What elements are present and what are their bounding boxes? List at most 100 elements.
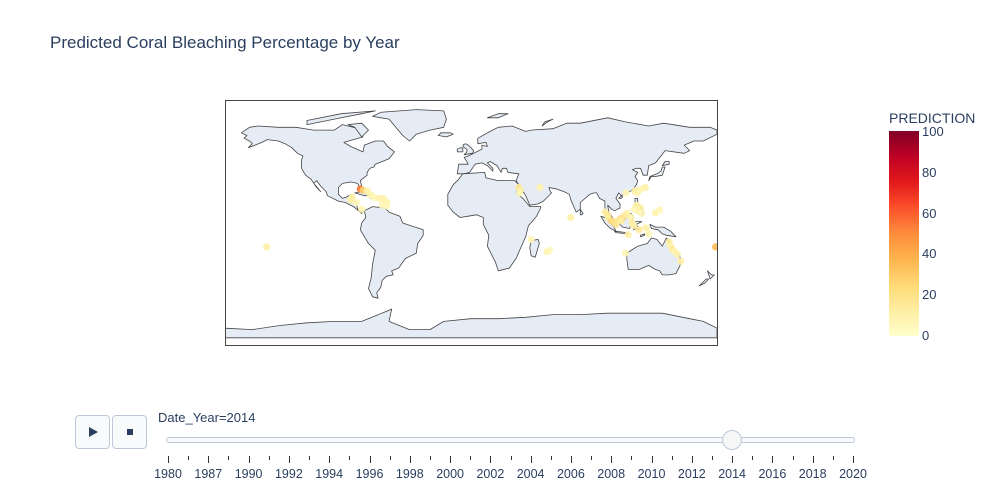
slider-minor-tick <box>792 456 794 460</box>
slider-tick-label[interactable]: 1994 <box>315 467 344 481</box>
slider-tick-label[interactable]: 2010 <box>637 467 666 481</box>
landmass-new-zealand-north <box>707 270 715 280</box>
play-icon <box>88 427 98 437</box>
bleaching-point[interactable] <box>627 213 635 222</box>
landmass-north-america <box>240 124 395 214</box>
bleaching-point[interactable] <box>630 222 638 230</box>
slider-tick-label[interactable]: 2006 <box>556 467 585 481</box>
bleaching-point[interactable] <box>527 235 535 243</box>
slider-tick-label[interactable]: 2020 <box>839 467 867 481</box>
bleaching-point[interactable] <box>567 213 575 222</box>
bleaching-point[interactable] <box>636 204 645 212</box>
slider-tick-label[interactable]: 2014 <box>718 467 746 481</box>
bleaching-point[interactable] <box>546 246 554 254</box>
landmass-novaya-zemlya <box>541 118 554 127</box>
points-layer <box>263 183 719 265</box>
landmass-arctic-islands <box>306 110 376 125</box>
slider-tick <box>732 456 734 463</box>
slider-tick-label[interactable]: 2016 <box>758 467 787 481</box>
colorbar-tick-label: 80 <box>922 165 937 180</box>
landmass-hokkaido <box>661 161 670 167</box>
slider-tick-label[interactable]: 1987 <box>194 467 223 481</box>
slider-tick <box>208 456 210 463</box>
slider-minor-tick <box>550 456 552 460</box>
landmass-antarctica <box>225 308 717 339</box>
bleaching-point[interactable] <box>536 183 544 192</box>
bleaching-point[interactable] <box>712 243 719 251</box>
slider-tick-label[interactable]: 2004 <box>516 467 545 481</box>
bleaching-point[interactable] <box>378 201 386 209</box>
bleaching-point[interactable] <box>645 230 653 238</box>
bleaching-point[interactable] <box>621 249 630 257</box>
bleaching-point[interactable] <box>624 231 632 239</box>
slider-minor-tick <box>389 456 391 460</box>
slider-tick-label[interactable]: 1996 <box>355 467 384 481</box>
slider-tick-label[interactable]: 1980 <box>154 467 182 481</box>
slider-handle[interactable] <box>722 430 743 450</box>
play-button[interactable] <box>75 415 110 449</box>
bleaching-point[interactable] <box>263 243 271 251</box>
slider-minor-tick <box>349 456 351 460</box>
slider-tick <box>288 456 290 463</box>
slider-tick <box>530 456 532 463</box>
map-frame <box>225 100 718 346</box>
slider-tick <box>611 456 613 463</box>
landmass-south-america <box>359 206 424 299</box>
landmass-new-guinea <box>649 223 677 238</box>
slider-tick <box>490 456 492 463</box>
slider-tick-label[interactable]: 1998 <box>395 467 424 481</box>
slider-tick <box>570 456 572 463</box>
slider-tick <box>329 456 331 463</box>
chart-title: Predicted Coral Bleaching Percentage by … <box>50 33 400 52</box>
colorbar-tick-label: 40 <box>922 246 937 261</box>
bleaching-point[interactable] <box>612 220 620 228</box>
landmass-africa <box>447 171 542 272</box>
slider-tick <box>450 456 452 463</box>
bleaching-point[interactable] <box>656 206 664 214</box>
landmass-svalbard <box>486 113 509 119</box>
bleaching-point[interactable] <box>515 189 524 197</box>
landmass-eurasia <box>456 117 717 221</box>
slider-tick-label[interactable]: 2008 <box>597 467 626 481</box>
slider-minor-tick <box>832 456 834 460</box>
land-layer <box>225 109 717 339</box>
slider-tick-label[interactable]: 1990 <box>234 467 263 481</box>
bleaching-point[interactable] <box>636 185 645 194</box>
slider-minor-tick <box>712 456 713 460</box>
slider-tick <box>248 456 250 463</box>
colorbar-tick-label: 0 <box>922 328 930 343</box>
slider-minor-tick <box>470 456 472 460</box>
slider-tick <box>853 456 854 463</box>
slider-tick-label[interactable]: 2000 <box>436 467 464 481</box>
bleaching-point[interactable] <box>642 224 650 232</box>
slider-minor-tick <box>591 456 593 460</box>
slider-tick-label[interactable]: 2012 <box>677 467 706 481</box>
bleaching-point[interactable] <box>622 189 630 197</box>
bleaching-point[interactable] <box>677 257 685 265</box>
slider-tick-label[interactable]: 2002 <box>476 467 505 481</box>
slider-rail[interactable] <box>166 437 855 443</box>
slider-tick <box>168 456 169 463</box>
stop-button[interactable] <box>112 415 147 449</box>
slider-tick <box>409 456 411 463</box>
slider-minor-tick <box>752 456 754 460</box>
bleaching-point[interactable] <box>673 250 682 258</box>
slider-tick-label[interactable]: 1992 <box>274 467 303 481</box>
slider-minor-tick <box>671 456 673 460</box>
bleaching-point[interactable] <box>358 205 366 213</box>
slider-tick-label[interactable]: 2018 <box>798 467 827 481</box>
landmass-sri-lanka <box>579 208 584 216</box>
colorbar-tick-label: 20 <box>922 287 937 302</box>
bleaching-point[interactable] <box>638 209 646 217</box>
slider-tick <box>651 456 653 463</box>
colorbar-title: PREDICTION <box>889 110 976 126</box>
slider-minor-tick <box>631 456 633 460</box>
bleaching-point[interactable] <box>635 226 643 234</box>
slider-minor-tick <box>228 456 230 460</box>
bleaching-point[interactable] <box>352 198 360 207</box>
slider-tick <box>691 456 693 463</box>
colorbar-tick-label: 60 <box>922 206 937 221</box>
bleaching-point[interactable] <box>347 196 355 204</box>
landmass-japan <box>648 166 666 182</box>
